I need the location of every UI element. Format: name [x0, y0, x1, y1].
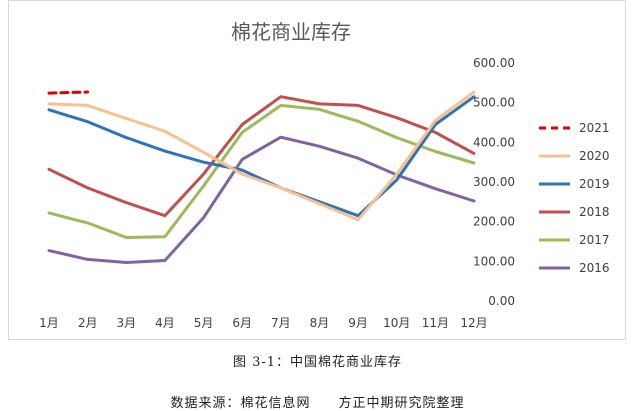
- line-chart: 棉花商业库存 1月 2月 3月 4月 5月 6月 7月 8月 9月 10月 11月 12月 0.001…: [39, 20, 610, 330]
- x-tick-label: 2月: [78, 316, 98, 330]
- y-tick-label: 0.00: [488, 294, 515, 308]
- x-tick-label: 10月: [383, 316, 410, 330]
- series-line-2017: [47, 103, 476, 239]
- x-tick-label: 11月: [422, 316, 449, 330]
- chart-frame: 棉花商业库存 1月 2月 3月 4月 5月 6月 7月 8月 9月 10月 11月 12月 0.00 1…: [8, 0, 626, 340]
- x-tick-label: 6月: [232, 316, 252, 330]
- series-line-2018: [47, 95, 476, 218]
- x-tick-label: 1月: [39, 316, 59, 330]
- x-tick-label: 12月: [460, 316, 487, 330]
- y-tick-label: 600.00: [473, 56, 515, 70]
- chart-title: 棉花商业库存: [231, 20, 351, 44]
- x-axis: 1月 2月 3月 4月 5月 6月 7月 8月 9月 10月 11月 12月: [39, 316, 487, 330]
- legend-label-2017: 2017: [579, 233, 610, 247]
- legend: 2021 2020 2019 2018 2017 2016: [539, 121, 610, 275]
- y-tick-label: 200.00: [473, 215, 515, 229]
- x-tick-label: 9月: [348, 316, 368, 330]
- x-tick-label: 4月: [155, 316, 175, 330]
- legend-label-2020: 2020: [579, 149, 610, 163]
- source-caption: 数据来源：棉花信息网 方正中期研究院整理: [170, 396, 465, 411]
- x-tick-label: 8月: [310, 316, 330, 330]
- x-tick-label: 3月: [116, 316, 136, 330]
- y-tick-label: 500.00: [473, 96, 515, 110]
- series-line-2020: [47, 90, 476, 222]
- y-tick-label: 300.00: [473, 175, 515, 189]
- x-tick-label: 5月: [194, 316, 214, 330]
- series-line-2021: [47, 90, 90, 95]
- y-tick-label: 400.00: [473, 135, 515, 149]
- series-line-2016: [47, 135, 476, 264]
- series-line-2019: [47, 95, 476, 218]
- legend-label-2016: 2016: [579, 261, 610, 275]
- x-tick-label: 7月: [271, 316, 291, 330]
- series-layer: [47, 90, 476, 264]
- figure-caption: 图 3-1：中国棉花商业库存: [232, 355, 403, 370]
- legend-label-2018: 2018: [579, 205, 610, 219]
- legend-label-2021: 2021: [579, 121, 610, 135]
- legend-label-2019: 2019: [579, 177, 610, 191]
- y-tick-label: 100.00: [473, 254, 515, 268]
- y-axis: 0.00 100.00 200.00 300.00 400.00 500.00 600.00: [473, 56, 515, 308]
